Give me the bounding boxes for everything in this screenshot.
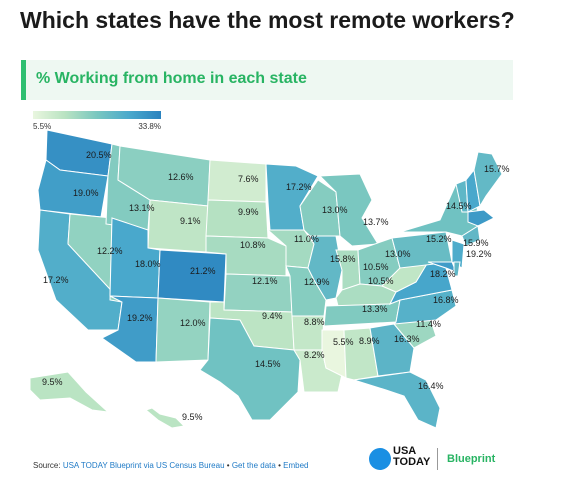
- get-data-link[interactable]: Get the data: [231, 461, 276, 470]
- state-label-ut: 18.0%: [135, 259, 161, 269]
- state-label-in: 10.5%: [363, 262, 389, 272]
- state-label-wy: 9.1%: [180, 216, 201, 226]
- state-label-nd: 7.6%: [238, 174, 259, 184]
- usa-today-line1: USA: [393, 445, 417, 457]
- state-label-mi: 13.7%: [363, 217, 389, 227]
- state-ms[interactable]: [321, 329, 347, 379]
- page-title: Which states have the most remote worker…: [20, 7, 515, 33]
- state-label-ks: 12.1%: [252, 276, 278, 286]
- state-ct[interactable]: [461, 225, 481, 247]
- state-label-mt: 12.6%: [168, 172, 194, 182]
- state-label-la: 8.2%: [304, 350, 325, 360]
- state-me[interactable]: [473, 151, 503, 208]
- state-label-sd: 9.9%: [238, 207, 259, 217]
- state-label-ga: 16.3%: [394, 334, 420, 344]
- subtitle: % Working from home in each state: [36, 70, 307, 87]
- subtitle-bar: % Working from home in each state: [21, 60, 513, 100]
- state-label-pa: 15.2%: [426, 234, 452, 244]
- state-label-nc: 16.8%: [433, 295, 459, 305]
- source-label: Source:: [33, 461, 61, 470]
- source-link[interactable]: USA TODAY Blueprint via US Census Bureau: [62, 461, 225, 470]
- state-label-co: 21.2%: [190, 266, 216, 276]
- state-label-mn: 17.2%: [286, 182, 312, 192]
- state-nv[interactable]: [67, 213, 124, 303]
- state-ma[interactable]: [467, 209, 495, 227]
- legend-min-label: 5.5%: [33, 122, 52, 131]
- state-label-ky: 10.5%: [368, 276, 394, 286]
- state-nj[interactable]: [451, 239, 465, 269]
- state-label-tx: 14.5%: [255, 359, 281, 369]
- source-line: Source: USA TODAY Blueprint via US Censu…: [33, 461, 308, 470]
- state-label-wi: 13.0%: [322, 205, 348, 215]
- state-label-al: 8.9%: [359, 336, 380, 346]
- state-label-me: 15.7%: [484, 164, 510, 174]
- state-label-tn: 13.3%: [362, 304, 388, 314]
- state-label-nm: 12.0%: [180, 318, 206, 328]
- state-ak[interactable]: [29, 371, 110, 413]
- state-label-id: 13.1%: [129, 203, 155, 213]
- state-label-ms: 5.5%: [333, 337, 354, 347]
- state-label-ar: 8.8%: [304, 317, 325, 327]
- embed-link[interactable]: Embed: [283, 461, 309, 470]
- state-label-hi: 9.5%: [182, 412, 203, 422]
- state-sd[interactable]: [205, 199, 269, 239]
- state-label-az: 19.2%: [127, 313, 153, 323]
- blueprint-logo: Blueprint: [447, 453, 496, 465]
- state-ga[interactable]: [369, 323, 415, 377]
- color-legend: 5.5% 33.8%: [33, 111, 161, 131]
- legend-gradient-bar: [33, 111, 161, 119]
- state-label-ak: 9.5%: [42, 377, 63, 387]
- usa-today-logo-text: USA TODAY: [393, 446, 430, 468]
- logo-divider: [437, 448, 438, 470]
- state-hi[interactable]: [144, 407, 186, 429]
- state-label-md: 19.2%: [466, 249, 492, 259]
- state-label-ok: 9.4%: [262, 311, 283, 321]
- state-label-ca: 17.2%: [43, 275, 69, 285]
- separator: •: [278, 461, 281, 470]
- state-label-mo: 12.9%: [304, 277, 330, 287]
- usa-today-line2: TODAY: [393, 456, 431, 468]
- state-label-sc: 11.4%: [416, 319, 441, 329]
- state-label-fl: 16.4%: [418, 381, 444, 391]
- separator: •: [226, 461, 230, 470]
- state-tx[interactable]: [199, 317, 301, 421]
- state-label-il: 15.8%: [330, 254, 356, 264]
- state-il[interactable]: [307, 235, 343, 301]
- state-co[interactable]: [157, 249, 227, 303]
- state-label-wa: 20.5%: [86, 150, 112, 160]
- state-label-ny: 14.5%: [446, 201, 472, 211]
- state-label-or: 19.0%: [73, 188, 99, 198]
- legend-max-label: 33.8%: [138, 122, 161, 131]
- state-nm[interactable]: [155, 297, 211, 363]
- state-wy[interactable]: [147, 199, 209, 253]
- state-label-ne: 10.8%: [240, 240, 266, 250]
- state-label-ct: 15.9%: [463, 238, 489, 248]
- state-label-nv: 12.2%: [97, 246, 123, 256]
- usa-today-logo-icon: [369, 448, 391, 470]
- state-fl[interactable]: [353, 371, 441, 429]
- state-label-ia: 11.0%: [294, 234, 319, 244]
- state-label-oh: 13.0%: [385, 249, 411, 259]
- state-de[interactable]: [453, 261, 461, 277]
- state-label-va: 18.2%: [430, 269, 456, 279]
